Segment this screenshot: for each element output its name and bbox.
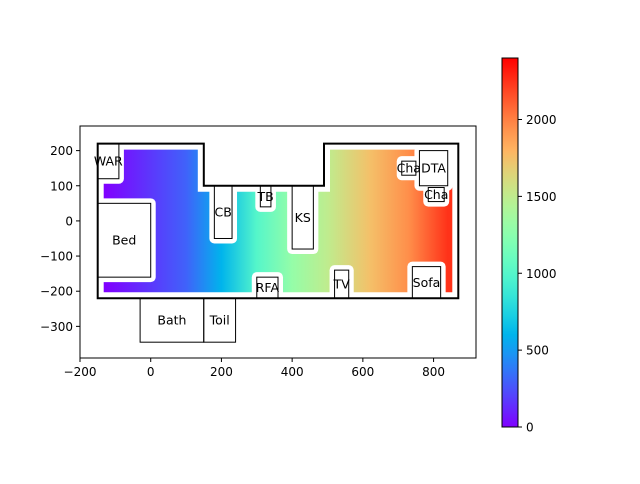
y-tick-label: 200 bbox=[50, 144, 73, 158]
x-tick-label: 800 bbox=[422, 365, 445, 379]
x-tick-label: 0 bbox=[147, 365, 155, 379]
x-tick-label: 200 bbox=[210, 365, 233, 379]
object-clearance bbox=[329, 265, 354, 299]
colorbar-tick-label: 0 bbox=[526, 421, 534, 435]
x-tick-label: −200 bbox=[64, 365, 97, 379]
object-box bbox=[401, 160, 417, 176]
object-sofa: Sofa bbox=[411, 266, 442, 299]
object-tb: TB bbox=[257, 185, 274, 208]
object-dta: DTA bbox=[418, 150, 449, 187]
object-label: WAR bbox=[94, 154, 123, 169]
object-label: Cha bbox=[424, 187, 448, 202]
object-box bbox=[259, 185, 272, 208]
object-label: Toil bbox=[209, 313, 230, 328]
object-cha: Cha bbox=[397, 160, 421, 176]
object-clearance bbox=[414, 145, 453, 191]
room-outline bbox=[96, 142, 460, 300]
object-bath: Bath bbox=[139, 297, 205, 343]
object-clearance bbox=[396, 156, 421, 181]
object-clearance bbox=[287, 180, 319, 255]
y-tick-label: 100 bbox=[50, 179, 73, 193]
colorbar-tick-label: 1500 bbox=[526, 190, 557, 204]
object-label: Bed bbox=[112, 233, 136, 248]
object-label: DTA bbox=[421, 161, 446, 176]
object-label: KS bbox=[295, 210, 311, 225]
object-war: WAR bbox=[94, 143, 123, 180]
object-box bbox=[203, 297, 237, 343]
object-label: Bath bbox=[157, 313, 186, 328]
object-clearance bbox=[251, 272, 284, 299]
object-box bbox=[411, 266, 442, 299]
object-box bbox=[418, 150, 449, 187]
colorbar-tick-label: 2000 bbox=[526, 113, 557, 127]
y-tick-label: −300 bbox=[40, 320, 73, 334]
object-box bbox=[427, 187, 445, 203]
object-cb: CB bbox=[213, 185, 233, 239]
y-tick-label: 0 bbox=[65, 214, 73, 228]
y-tick-label: −200 bbox=[40, 285, 73, 299]
object-clearance bbox=[97, 198, 156, 283]
colorbar-tick-label: 1000 bbox=[526, 267, 557, 281]
colorbar-tick-label: 500 bbox=[526, 344, 549, 358]
object-box bbox=[256, 276, 279, 299]
object-tv: TV bbox=[333, 269, 351, 299]
object-clearance bbox=[97, 143, 124, 184]
object-label: TB bbox=[257, 189, 274, 204]
object-label: CB bbox=[215, 205, 232, 220]
object-rfa: RFA bbox=[256, 276, 280, 299]
object-box bbox=[97, 202, 152, 278]
object-box bbox=[334, 269, 350, 299]
object-clearance bbox=[423, 182, 450, 207]
object-label: Sofa bbox=[413, 275, 441, 290]
object-ks: KS bbox=[291, 185, 314, 250]
object-label: TV bbox=[333, 277, 351, 292]
object-cha: Cha bbox=[424, 187, 448, 203]
object-toil: Toil bbox=[203, 297, 237, 343]
x-tick-label: 400 bbox=[281, 365, 304, 379]
axes-frame bbox=[79, 125, 477, 359]
object-bed: Bed bbox=[97, 202, 152, 278]
object-clearance bbox=[209, 180, 238, 244]
object-box bbox=[213, 185, 233, 239]
object-label: RFA bbox=[256, 280, 280, 295]
x-tick-label: 600 bbox=[351, 365, 374, 379]
y-tick-label: −100 bbox=[40, 250, 73, 264]
colorbar: 0 500 1000 1500 2000 bbox=[501, 57, 557, 435]
colorbar-gradient bbox=[501, 57, 519, 428]
object-label: Cha bbox=[397, 161, 421, 176]
object-box bbox=[291, 185, 314, 250]
object-clearance bbox=[407, 261, 446, 299]
object-box bbox=[97, 143, 120, 180]
